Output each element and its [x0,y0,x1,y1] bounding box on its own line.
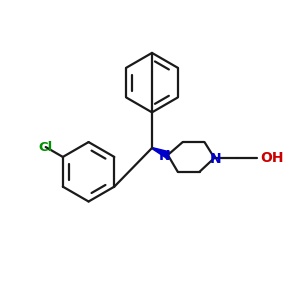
Text: Cl: Cl [38,140,53,154]
Polygon shape [152,148,169,158]
Text: N: N [210,152,221,166]
Text: OH: OH [260,151,284,165]
Text: N: N [159,149,171,163]
